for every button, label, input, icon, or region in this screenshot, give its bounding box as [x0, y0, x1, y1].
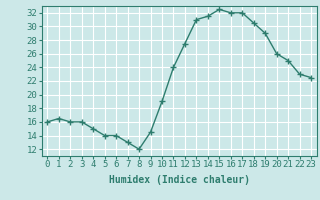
X-axis label: Humidex (Indice chaleur): Humidex (Indice chaleur)	[109, 175, 250, 185]
